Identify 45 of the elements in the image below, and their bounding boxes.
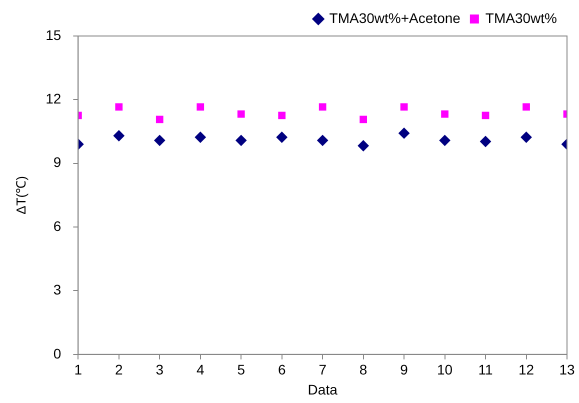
x-tick-label: 5 bbox=[237, 362, 246, 378]
point bbox=[194, 132, 206, 143]
point bbox=[439, 134, 450, 146]
x-tick-label: 12 bbox=[518, 362, 534, 378]
y-tick-label: 3 bbox=[53, 282, 62, 298]
point bbox=[115, 103, 123, 111]
point bbox=[360, 116, 368, 124]
point bbox=[398, 128, 410, 139]
point bbox=[196, 103, 204, 111]
y-tick-label: 9 bbox=[53, 154, 62, 170]
x-tick-label: 10 bbox=[437, 362, 453, 378]
point bbox=[480, 136, 492, 147]
x-tick-label: 13 bbox=[559, 362, 575, 378]
point bbox=[154, 134, 166, 146]
x-tick-label: 4 bbox=[196, 362, 204, 378]
point bbox=[278, 112, 286, 120]
point bbox=[358, 140, 369, 152]
point bbox=[276, 132, 288, 143]
point bbox=[400, 103, 408, 111]
legend-label: TMA30wt%+Acetone bbox=[329, 10, 461, 26]
x-tick-label: 11 bbox=[478, 362, 493, 378]
point bbox=[237, 110, 245, 118]
x-tick-label: 7 bbox=[318, 362, 327, 378]
point bbox=[113, 130, 124, 142]
x-tick-label: 3 bbox=[156, 362, 164, 378]
point bbox=[236, 134, 247, 146]
point bbox=[156, 116, 164, 124]
legend-label: TMA30wt% bbox=[485, 10, 558, 26]
x-tick-label: 9 bbox=[400, 362, 408, 378]
x-axis-title: Data bbox=[308, 381, 338, 398]
point bbox=[318, 103, 326, 111]
y-tick-label: 12 bbox=[46, 90, 62, 107]
point bbox=[441, 110, 448, 118]
point bbox=[482, 112, 490, 120]
x-tick-label: 1 bbox=[74, 362, 82, 378]
y-axis-title: ΔT(℃) bbox=[13, 176, 28, 214]
y-tick-label: 6 bbox=[53, 218, 62, 234]
point bbox=[520, 132, 532, 143]
x-tick-label: 6 bbox=[278, 362, 286, 378]
point bbox=[522, 103, 530, 111]
x-tick-label: 2 bbox=[115, 362, 124, 378]
y-tick-label: 15 bbox=[46, 26, 62, 43]
point bbox=[317, 134, 328, 146]
x-tick-label: 8 bbox=[359, 362, 368, 378]
y-tick-label: 0 bbox=[53, 345, 62, 362]
